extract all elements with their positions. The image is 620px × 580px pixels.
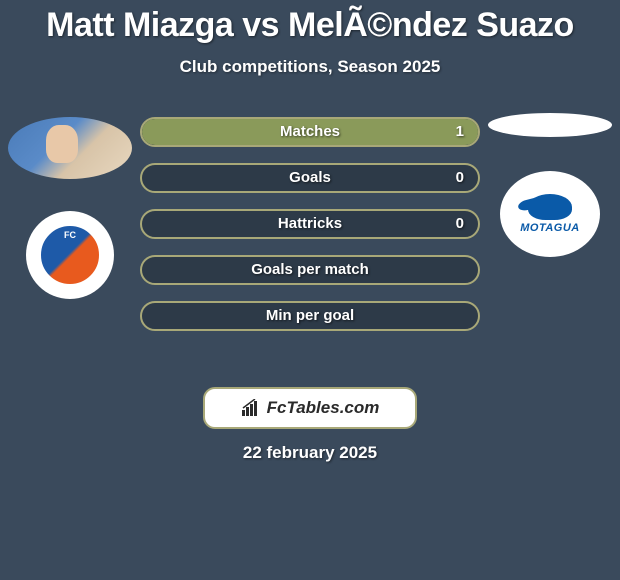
stat-label: Min per goal (142, 303, 478, 329)
bar-chart-icon (241, 399, 263, 417)
date-label: 22 february 2025 (0, 443, 620, 463)
stat-label: Goals (142, 165, 478, 191)
eagle-icon (528, 194, 572, 220)
comparison-content: MOTAGUA Matches 1 Goals 0 Hattricks 0 Go… (0, 117, 620, 457)
stat-row: Matches 1 (140, 117, 480, 147)
player-right-avatar (488, 113, 612, 137)
page-subtitle: Club competitions, Season 2025 (0, 57, 620, 77)
stats-list: Matches 1 Goals 0 Hattricks 0 Goals per … (140, 117, 480, 347)
club-left-badge (26, 211, 114, 299)
stat-row: Goals per match (140, 255, 480, 285)
stat-row: Goals 0 (140, 163, 480, 193)
stat-row: Min per goal (140, 301, 480, 331)
brand-text: FcTables.com (267, 398, 380, 418)
page-title: Matt Miazga vs MelÃ©ndez Suazo (0, 0, 620, 45)
club-right-name: MOTAGUA (520, 222, 580, 234)
stat-value: 0 (456, 165, 464, 191)
stat-label: Matches (142, 119, 478, 145)
stat-label: Hattricks (142, 211, 478, 237)
club-right-badge: MOTAGUA (500, 171, 600, 257)
fc-cincinnati-icon (38, 223, 102, 287)
stat-row: Hattricks 0 (140, 209, 480, 239)
stat-value: 0 (456, 211, 464, 237)
player-left-avatar (8, 117, 132, 179)
stat-label: Goals per match (142, 257, 478, 283)
stat-value: 1 (456, 119, 464, 145)
brand-badge: FcTables.com (203, 387, 417, 429)
